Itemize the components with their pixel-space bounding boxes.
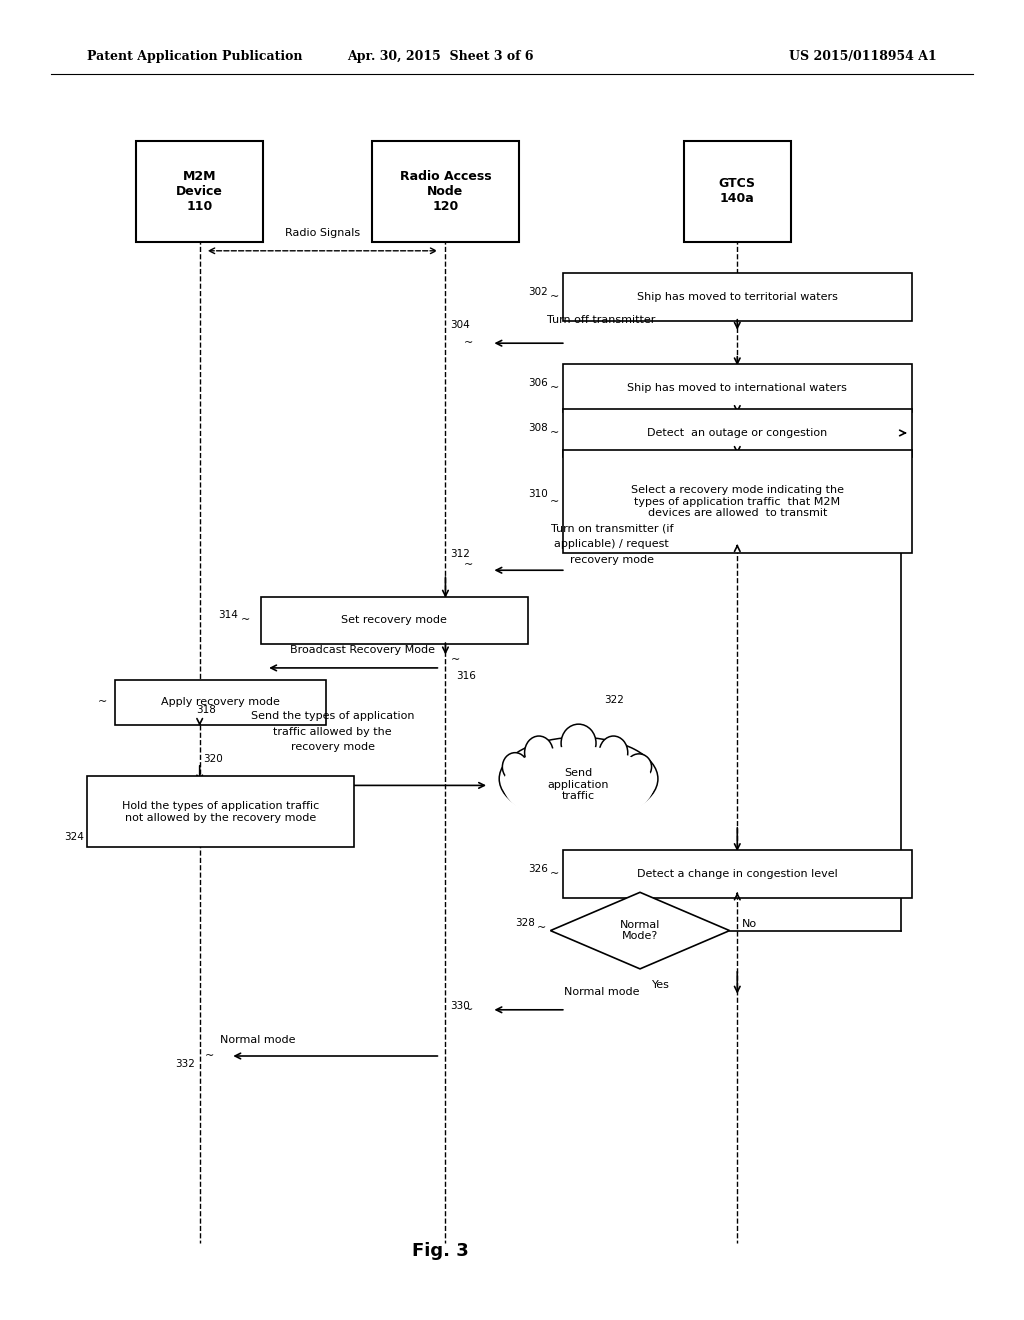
Text: ~: ~ <box>241 615 250 626</box>
Text: ~: ~ <box>98 697 108 708</box>
FancyBboxPatch shape <box>563 364 912 412</box>
Text: ~: ~ <box>464 560 473 570</box>
Text: recovery mode: recovery mode <box>569 554 654 565</box>
Ellipse shape <box>561 725 596 762</box>
FancyBboxPatch shape <box>86 776 354 847</box>
Text: M2M
Device
110: M2M Device 110 <box>176 170 223 213</box>
Text: ~: ~ <box>451 655 460 665</box>
Text: 302: 302 <box>528 286 549 297</box>
Text: ~: ~ <box>464 1005 473 1015</box>
Ellipse shape <box>626 754 651 780</box>
FancyBboxPatch shape <box>563 850 912 898</box>
Text: 318: 318 <box>197 705 216 715</box>
Text: ~: ~ <box>550 496 559 507</box>
Text: ~: ~ <box>537 923 547 933</box>
Text: Fig. 3: Fig. 3 <box>412 1242 469 1261</box>
Text: Apply recovery mode: Apply recovery mode <box>161 697 280 708</box>
Text: Apr. 30, 2015  Sheet 3 of 6: Apr. 30, 2015 Sheet 3 of 6 <box>347 50 534 63</box>
Text: US 2015/0118954 A1: US 2015/0118954 A1 <box>790 50 937 63</box>
Text: Turn on transmitter (if: Turn on transmitter (if <box>551 523 673 533</box>
FancyBboxPatch shape <box>260 597 528 644</box>
Ellipse shape <box>524 737 553 770</box>
Text: Detect a change in congestion level: Detect a change in congestion level <box>637 869 838 879</box>
Text: 328: 328 <box>515 917 535 928</box>
Text: Normal mode: Normal mode <box>564 986 639 997</box>
FancyBboxPatch shape <box>372 141 519 242</box>
Text: 310: 310 <box>528 488 549 499</box>
Text: ~: ~ <box>550 869 559 879</box>
Text: 320: 320 <box>203 754 222 764</box>
Text: Radio Access
Node
120: Radio Access Node 120 <box>399 170 492 213</box>
Text: GTCS
140a: GTCS 140a <box>719 177 756 206</box>
Text: Detect  an outage or congestion: Detect an outage or congestion <box>647 428 827 438</box>
Text: Hold the types of application traffic
not allowed by the recovery mode: Hold the types of application traffic no… <box>122 801 318 822</box>
FancyBboxPatch shape <box>563 273 912 321</box>
Text: 308: 308 <box>528 422 549 433</box>
Text: 316: 316 <box>456 671 475 681</box>
Text: 330: 330 <box>451 1001 470 1011</box>
Text: ~: ~ <box>550 383 559 393</box>
Text: 322: 322 <box>604 694 624 705</box>
Text: No: No <box>741 919 757 929</box>
FancyBboxPatch shape <box>136 141 263 242</box>
Ellipse shape <box>499 737 657 821</box>
Text: Radio Signals: Radio Signals <box>285 227 360 238</box>
Text: 332: 332 <box>175 1059 195 1069</box>
Text: 326: 326 <box>528 863 549 874</box>
Text: Send
application
traffic: Send application traffic <box>548 768 609 801</box>
Text: applicable) / request: applicable) / request <box>554 539 670 549</box>
Text: Select a recovery mode indicating the
types of application traffic  that M2M
dev: Select a recovery mode indicating the ty… <box>631 484 844 519</box>
Ellipse shape <box>503 746 654 824</box>
Text: 306: 306 <box>528 378 549 388</box>
Ellipse shape <box>503 752 527 781</box>
Text: 312: 312 <box>451 549 470 560</box>
Text: ~: ~ <box>205 1051 214 1061</box>
Ellipse shape <box>599 737 628 770</box>
Text: Turn off transmitter: Turn off transmitter <box>548 314 655 325</box>
Polygon shape <box>551 892 729 969</box>
Text: Ship has moved to territorial waters: Ship has moved to territorial waters <box>637 292 838 302</box>
Text: 304: 304 <box>451 319 470 330</box>
Text: Patent Application Publication: Patent Application Publication <box>87 50 302 63</box>
Text: recovery mode: recovery mode <box>291 742 375 752</box>
Text: Set recovery mode: Set recovery mode <box>341 615 447 626</box>
FancyBboxPatch shape <box>563 450 912 553</box>
Text: Normal mode: Normal mode <box>220 1035 296 1045</box>
Text: Ship has moved to international waters: Ship has moved to international waters <box>628 383 847 393</box>
Text: 314: 314 <box>218 610 238 620</box>
FancyBboxPatch shape <box>563 409 912 457</box>
Text: Yes: Yes <box>652 979 670 990</box>
Text: ~: ~ <box>464 338 473 348</box>
Text: ~: ~ <box>550 292 559 302</box>
Text: Normal
Mode?: Normal Mode? <box>620 920 660 941</box>
Text: traffic allowed by the: traffic allowed by the <box>273 726 392 737</box>
FancyBboxPatch shape <box>115 680 326 725</box>
Text: ~: ~ <box>550 428 559 438</box>
Text: 324: 324 <box>65 832 84 842</box>
Text: Broadcast Recovery Mode: Broadcast Recovery Mode <box>290 644 435 655</box>
Text: Send the types of application: Send the types of application <box>251 710 415 721</box>
FancyBboxPatch shape <box>684 141 791 242</box>
